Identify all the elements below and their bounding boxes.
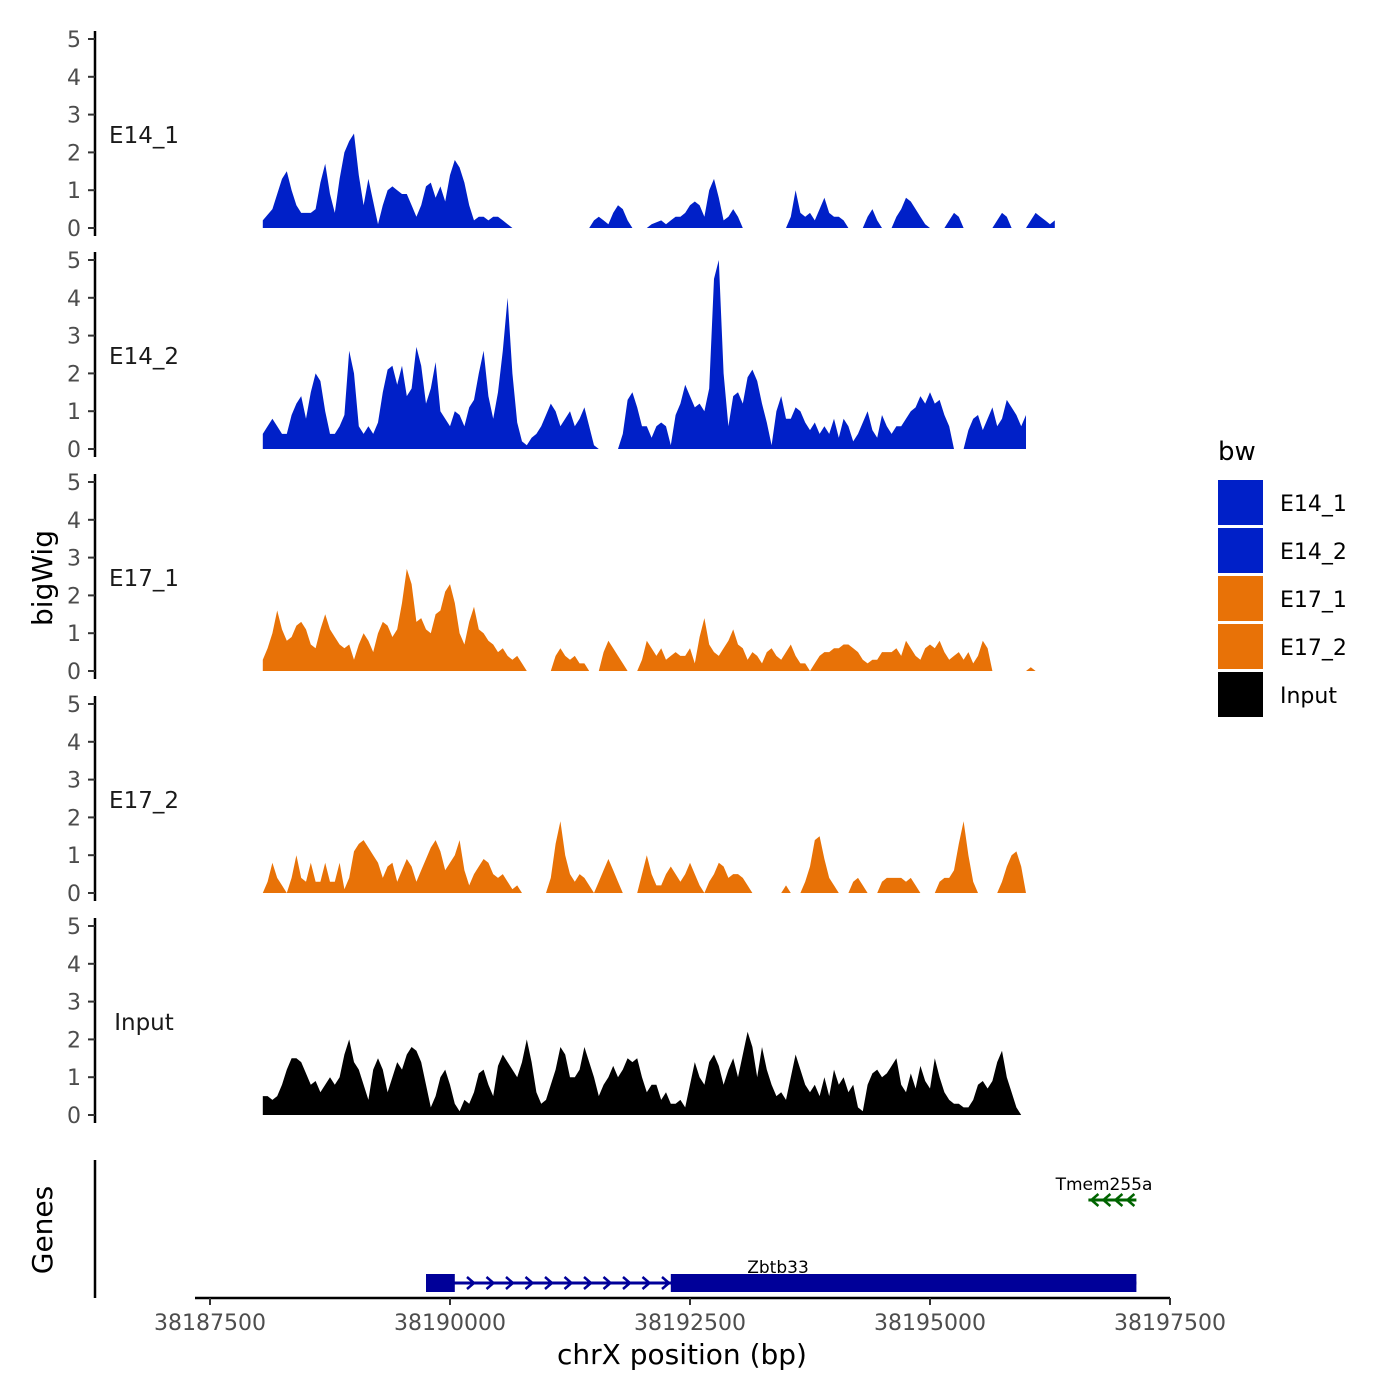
area-e17-1 bbox=[262, 568, 1036, 671]
track-e17-1: 0 1 2 3 4 5 E17_1 bbox=[67, 471, 1036, 685]
legend-swatch-input bbox=[1218, 672, 1263, 717]
legend-item-e14-1: E14_1 bbox=[1218, 480, 1347, 525]
y-tick-label-e17-1-0: 0 bbox=[67, 660, 81, 685]
strand-chevron-tmem255a bbox=[1089, 1193, 1100, 1207]
x-axis: 38187500 38190000 38192500 38195000 38197500 bbox=[154, 1296, 1226, 1336]
y-tick-label-e17-2-4: 4 bbox=[67, 731, 81, 756]
track-e14-1: 0 1 2 3 4 5 E14_1 bbox=[67, 28, 1055, 242]
y-tick-label-input-2: 2 bbox=[67, 1028, 81, 1053]
strand-chevron-tmem255a bbox=[1101, 1193, 1112, 1207]
legend-swatch-e14-1 bbox=[1218, 480, 1263, 525]
strand-chevron-zbtb33 bbox=[661, 1276, 671, 1290]
x-tick-label-38192500: 38192500 bbox=[634, 1311, 746, 1336]
track-e14-2: 0 1 2 3 4 5 E14_2 bbox=[67, 249, 1026, 463]
area-e14-1 bbox=[262, 133, 1055, 228]
x-tick-label-38190000: 38190000 bbox=[394, 1311, 506, 1336]
y-tick-label-input-3: 3 bbox=[67, 991, 81, 1016]
gene-label-tmem255a: Tmem255a bbox=[1055, 1175, 1153, 1195]
strand-chevron-zbtb33 bbox=[524, 1276, 535, 1290]
gene-label-zbtb33: Zbtb33 bbox=[747, 1258, 809, 1278]
strand-chevron-tmem255a bbox=[1125, 1193, 1136, 1207]
exon-zbtb33-1 bbox=[426, 1274, 455, 1292]
x-axis-label: chrX position (bp) bbox=[557, 1338, 807, 1371]
legend-label-e14-1: E14_1 bbox=[1280, 492, 1347, 517]
legend-item-e17-1: E17_1 bbox=[1218, 576, 1347, 621]
gene-zbtb33: Zbtb33 bbox=[426, 1258, 1137, 1292]
strand-chevron-zbtb33 bbox=[544, 1276, 554, 1290]
genes-axis-label: Genes bbox=[26, 1186, 59, 1274]
y-tick-label-input-4: 4 bbox=[67, 953, 81, 978]
strand-chevron-zbtb33 bbox=[622, 1276, 632, 1290]
y-axis-label: bigWig bbox=[26, 530, 59, 626]
y-tick-label-e17-1-4: 4 bbox=[67, 509, 81, 534]
strand-chevron-tmem255a bbox=[1113, 1193, 1124, 1207]
y-tick-label-e17-1-3: 3 bbox=[67, 547, 81, 572]
y-tick-label-e17-1-2: 2 bbox=[67, 584, 81, 609]
area-e17-2 bbox=[262, 821, 1026, 893]
area-input bbox=[262, 1031, 1022, 1115]
y-tick-label-e14-1-5: 5 bbox=[67, 28, 81, 53]
y-tick-label-e14-1-0: 0 bbox=[67, 217, 81, 242]
y-tick-label-e14-2-1: 1 bbox=[67, 400, 81, 425]
strand-chevron-zbtb33 bbox=[485, 1276, 496, 1290]
x-tick-label-38195000: 38195000 bbox=[874, 1311, 986, 1336]
y-tick-label-e17-2-3: 3 bbox=[67, 769, 81, 794]
y-tick-label-e17-2-5: 5 bbox=[67, 693, 81, 718]
genes-layer: Zbtb33 Tmem255a bbox=[93, 1160, 1153, 1298]
y-tick-label-e14-1-3: 3 bbox=[67, 104, 81, 129]
track-label-e17-1: E17_1 bbox=[109, 566, 179, 592]
legend-item-e17-2: E17_2 bbox=[1218, 624, 1347, 669]
track-e17-2: 0 1 2 3 4 5 E17_2 bbox=[67, 693, 1026, 907]
tracks-layer: 0 1 2 3 4 5 E14_1 0 1 2 3 4 5 E14_2 0 1 2 3 4 5 E17_1 0 1 2 3 4 5 E… bbox=[67, 28, 1055, 1129]
y-tick-label-e14-2-4: 4 bbox=[67, 287, 81, 312]
strand-chevron-zbtb33 bbox=[563, 1276, 574, 1290]
legend-swatch-e14-2 bbox=[1218, 528, 1263, 573]
strand-chevron-zbtb33 bbox=[583, 1276, 593, 1290]
legend-title: bw bbox=[1218, 437, 1256, 467]
y-tick-label-e17-1-1: 1 bbox=[67, 622, 81, 647]
track-input: 0 1 2 3 4 5 Input bbox=[67, 915, 1022, 1129]
y-tick-label-e17-1-5: 5 bbox=[67, 471, 81, 496]
legend-label-e17-1: E17_1 bbox=[1280, 588, 1347, 613]
y-tick-label-e14-1-1: 1 bbox=[67, 179, 81, 204]
y-tick-label-e14-2-5: 5 bbox=[67, 249, 81, 274]
track-label-e17-2: E17_2 bbox=[109, 788, 179, 814]
legend-swatch-e17-1 bbox=[1218, 576, 1263, 621]
legend-label-e14-2: E14_2 bbox=[1280, 540, 1347, 565]
y-tick-label-e14-2-3: 3 bbox=[67, 325, 81, 350]
legend: bw E14_1 E14_2 E17_1 E17_2 Input bbox=[1218, 437, 1347, 717]
y-tick-label-e17-2-1: 1 bbox=[67, 844, 81, 869]
x-tick-label-38197500: 38197500 bbox=[1114, 1311, 1226, 1336]
exon-zbtb33-2 bbox=[670, 1274, 1137, 1292]
area-e14-2 bbox=[262, 260, 1026, 449]
y-tick-label-input-5: 5 bbox=[67, 915, 81, 940]
y-tick-label-e17-2-2: 2 bbox=[67, 806, 81, 831]
strand-chevron-zbtb33 bbox=[466, 1276, 476, 1290]
legend-item-e14-2: E14_2 bbox=[1218, 528, 1347, 573]
legend-label-input: Input bbox=[1280, 684, 1337, 709]
track-label-input: Input bbox=[114, 1010, 174, 1036]
y-tick-label-e17-2-0: 0 bbox=[67, 882, 81, 907]
y-tick-label-input-0: 0 bbox=[67, 1104, 81, 1129]
strand-chevron-zbtb33 bbox=[641, 1276, 652, 1290]
legend-swatch-e17-2 bbox=[1218, 624, 1263, 669]
y-tick-label-e14-1-2: 2 bbox=[67, 141, 81, 166]
strand-chevron-zbtb33 bbox=[505, 1276, 515, 1290]
gene-tmem255a: Tmem255a bbox=[1055, 1175, 1153, 1207]
y-tick-label-input-1: 1 bbox=[67, 1066, 81, 1091]
y-tick-label-e14-2-2: 2 bbox=[67, 362, 81, 387]
track-label-e14-2: E14_2 bbox=[109, 344, 179, 370]
y-tick-label-e14-2-0: 0 bbox=[67, 438, 81, 463]
y-tick-label-e14-1-4: 4 bbox=[67, 66, 81, 91]
track-label-e14-1: E14_1 bbox=[109, 123, 179, 149]
legend-item-input: Input bbox=[1218, 672, 1337, 717]
strand-chevron-zbtb33 bbox=[602, 1276, 613, 1290]
legend-label-e17-2: E17_2 bbox=[1280, 636, 1347, 661]
x-tick-label-38187500: 38187500 bbox=[154, 1311, 266, 1336]
